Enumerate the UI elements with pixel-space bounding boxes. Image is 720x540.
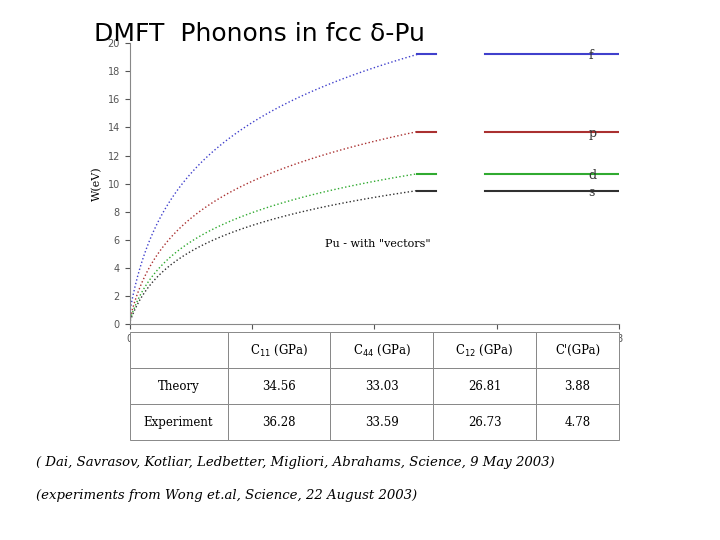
Text: p: p — [589, 126, 597, 139]
Text: f: f — [589, 49, 593, 62]
Text: (experiments from Wong et.al, Science, 22 August 2003): (experiments from Wong et.al, Science, 2… — [36, 489, 417, 502]
Text: s: s — [589, 186, 595, 199]
Text: 36.28: 36.28 — [262, 416, 296, 429]
Text: C$_{11}$ (GPa): C$_{11}$ (GPa) — [250, 342, 308, 357]
Text: d: d — [589, 168, 597, 181]
Text: C$_{44}$ (GPa): C$_{44}$ (GPa) — [353, 342, 411, 357]
Text: ( Dai, Savrasov, Kotliar, Ledbetter, Migliori, Abrahams, Science, 9 May 2003): ( Dai, Savrasov, Kotliar, Ledbetter, Mig… — [36, 456, 554, 469]
Text: 4.78: 4.78 — [564, 416, 590, 429]
Text: 33.03: 33.03 — [365, 380, 399, 393]
Y-axis label: W(eV): W(eV) — [91, 166, 102, 201]
Text: C'(GPa): C'(GPa) — [555, 343, 600, 356]
Text: 26.81: 26.81 — [468, 380, 501, 393]
Text: 3.88: 3.88 — [564, 380, 590, 393]
Text: C$_{12}$ (GPa): C$_{12}$ (GPa) — [456, 342, 513, 357]
Text: 26.73: 26.73 — [468, 416, 501, 429]
Text: DMFT  Phonons in fcc δ-Pu: DMFT Phonons in fcc δ-Pu — [94, 22, 425, 45]
Text: Experiment: Experiment — [144, 416, 213, 429]
Text: 34.56: 34.56 — [262, 380, 296, 393]
Text: Theory: Theory — [158, 380, 199, 393]
Text: Pu - with "vectors": Pu - with "vectors" — [325, 239, 431, 249]
Text: 33.59: 33.59 — [365, 416, 399, 429]
